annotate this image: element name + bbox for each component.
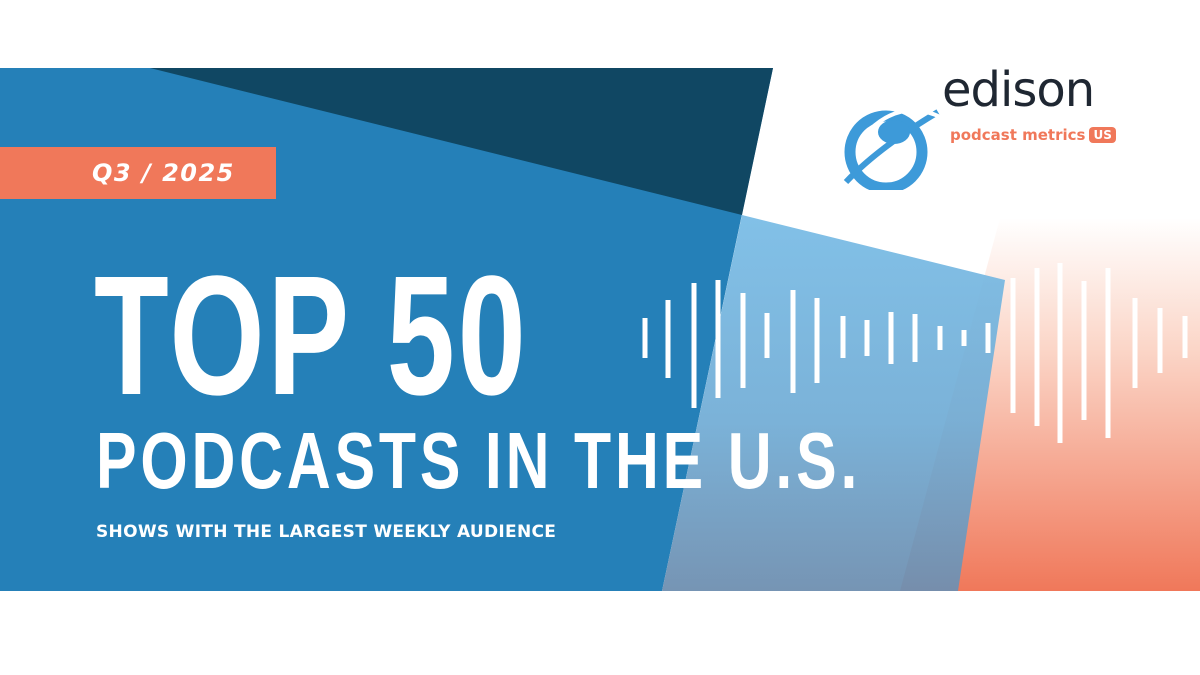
brand-subtitle-text: podcast metrics	[950, 126, 1086, 144]
country-badge: US	[1089, 127, 1116, 143]
brand-name: edison	[942, 62, 1095, 118]
tagline: SHOWS WITH THE LARGEST WEEKLY AUDIENCE	[96, 522, 557, 542]
lightbulb-orbit-icon	[843, 108, 943, 190]
quarter-label: Q3 / 2025	[92, 159, 235, 187]
edison-logo: edison podcast metrics US	[838, 40, 1138, 190]
light-blue-panel	[662, 215, 1005, 591]
headline: TOP 50	[94, 241, 529, 431]
navy-wedge	[150, 68, 773, 215]
sound-wave	[642, 263, 1188, 443]
brand-subtitle: podcast metrics US	[950, 126, 1116, 144]
subheadline: PODCASTS IN THE U.S.	[96, 416, 862, 505]
quarter-tag: Q3 / 2025	[0, 147, 276, 199]
hero-banner: Q3 / 2025 TOP 50 PODCASTS IN THE U.S. SH…	[0, 68, 1200, 591]
